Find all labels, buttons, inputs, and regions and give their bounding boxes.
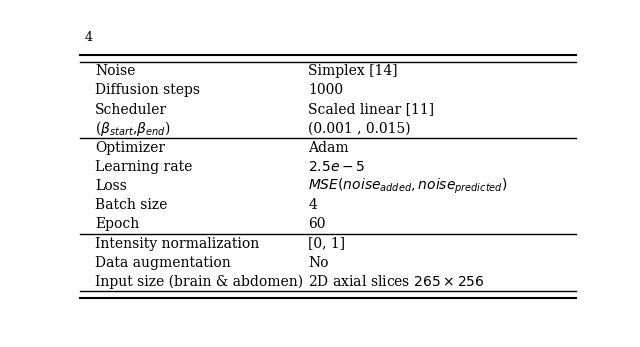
Text: Adam: Adam [308,141,349,155]
Text: Input size (brain & abdomen): Input size (brain & abdomen) [95,275,303,289]
Text: No: No [308,256,329,270]
Text: Intensity normalization: Intensity normalization [95,237,259,251]
Text: Learning rate: Learning rate [95,160,192,174]
Text: 4: 4 [308,198,317,212]
Text: Data augmentation: Data augmentation [95,256,230,270]
Text: Scaled linear [11]: Scaled linear [11] [308,103,435,117]
Text: $2.5e-5$: $2.5e-5$ [308,160,365,174]
Text: Diffusion steps: Diffusion steps [95,83,200,98]
Text: Epoch: Epoch [95,218,139,231]
Text: Noise: Noise [95,64,135,78]
Text: 60: 60 [308,218,326,231]
Text: Simplex [14]: Simplex [14] [308,64,398,78]
Text: Scheduler: Scheduler [95,103,167,117]
Text: 1000: 1000 [308,83,343,98]
Text: [0, 1]: [0, 1] [308,237,346,251]
Text: $MSE(noise_{added}, noise_{predicted})$: $MSE(noise_{added}, noise_{predicted})$ [308,177,508,196]
Text: 2D axial slices $265 \times 256$: 2D axial slices $265 \times 256$ [308,274,484,289]
Text: Batch size: Batch size [95,198,167,212]
Text: Loss: Loss [95,179,127,193]
Text: (0.001 , 0.015): (0.001 , 0.015) [308,122,411,136]
Text: ($\beta_{start}$,$\beta_{end}$): ($\beta_{start}$,$\beta_{end}$) [95,119,170,138]
Text: 4: 4 [85,31,93,44]
Text: Optimizer: Optimizer [95,141,165,155]
